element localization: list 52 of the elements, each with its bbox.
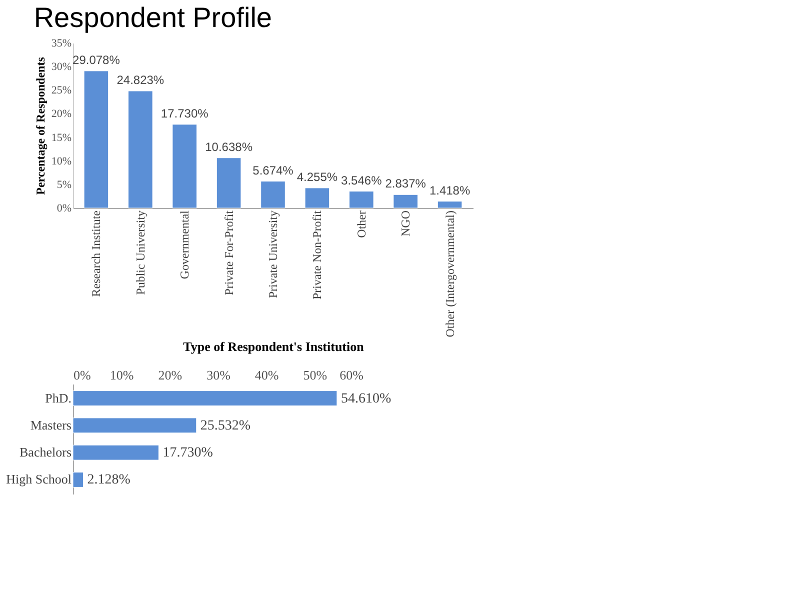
x-tick-label: 10% bbox=[110, 368, 134, 382]
x-tick-label: 30% bbox=[206, 368, 231, 382]
x-tick-label: Other bbox=[354, 210, 368, 238]
x-axis-title: Type of Respondent's Institution bbox=[183, 339, 365, 354]
data-label: 29.078% bbox=[72, 52, 120, 67]
bar bbox=[216, 158, 242, 208]
y-tick-label: 30% bbox=[51, 61, 72, 74]
y-tick-label: 5% bbox=[56, 178, 72, 191]
y-tick-label: 25% bbox=[51, 84, 72, 97]
chart-title: Respondent Profile bbox=[34, 2, 272, 33]
data-label: 25.532% bbox=[200, 418, 251, 434]
data-label: 17.730% bbox=[160, 106, 209, 120]
y-tick-label: 20% bbox=[51, 108, 72, 120]
bar bbox=[128, 90, 153, 208]
data-label: 4.255% bbox=[296, 170, 338, 184]
x-tick-label: Public University bbox=[133, 210, 148, 295]
data-label: 54.610% bbox=[340, 391, 392, 406]
x-tick-label: 0% bbox=[74, 368, 91, 382]
x-tick-label: 20% bbox=[158, 368, 182, 382]
x-tick-label: 60% bbox=[340, 368, 364, 382]
y-tick-label: Masters bbox=[30, 417, 72, 432]
bar bbox=[260, 181, 286, 208]
x-tick-label: Private For-Profit bbox=[222, 210, 236, 296]
bar bbox=[84, 70, 109, 208]
y-tick-label: 10% bbox=[51, 155, 72, 168]
x-tick-label: NGO bbox=[398, 210, 413, 236]
data-label: 3.546% bbox=[341, 173, 382, 188]
x-tick-label: Governmental bbox=[178, 210, 192, 280]
bar bbox=[437, 201, 462, 208]
data-label: 2.837% bbox=[385, 176, 426, 191]
y-tick-label: 15% bbox=[51, 132, 72, 144]
data-label: 1.418% bbox=[429, 183, 470, 198]
data-label: 17.730% bbox=[162, 446, 214, 461]
bar bbox=[304, 188, 330, 208]
data-label: 2.128% bbox=[87, 472, 131, 488]
x-tick-label: Research Institute bbox=[89, 210, 104, 297]
x-tick-label: Private University bbox=[266, 210, 280, 298]
y-tick-label: PhD. bbox=[45, 390, 72, 406]
y-tick-label: Bachelors bbox=[20, 444, 72, 460]
data-label: 24.823% bbox=[116, 72, 164, 87]
bar bbox=[348, 191, 374, 208]
x-tick-label: 40% bbox=[254, 368, 279, 382]
data-label: 5.674% bbox=[252, 163, 294, 178]
y-tick-label: High School bbox=[6, 472, 72, 487]
data-label: 10.638% bbox=[205, 140, 253, 154]
bar bbox=[172, 124, 198, 208]
y-axis-title: Percentage of Respondents bbox=[33, 56, 48, 195]
y-tick-label: 35% bbox=[51, 38, 72, 50]
bar bbox=[393, 194, 418, 208]
x-tick-label: Other (Intergovernmental) bbox=[442, 210, 457, 338]
x-tick-label: 50% bbox=[303, 368, 328, 382]
x-tick-label: Private Non-Profit bbox=[310, 210, 324, 300]
